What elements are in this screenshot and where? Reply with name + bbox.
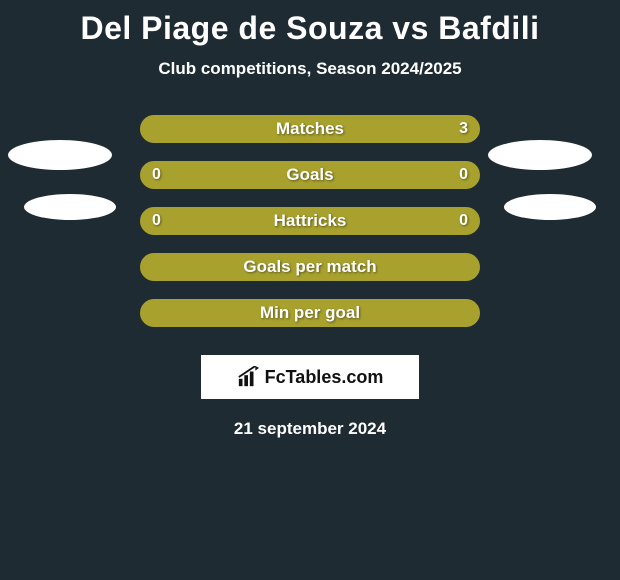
stat-value-right: 3 bbox=[459, 120, 468, 138]
stat-row: Goals 0 0 bbox=[0, 161, 620, 207]
page-title: Del Piage de Souza vs Bafdili bbox=[0, 0, 620, 47]
subtitle: Club competitions, Season 2024/2025 bbox=[0, 59, 620, 79]
stat-bar: Matches 3 bbox=[140, 115, 480, 143]
stat-bar: Goals per match bbox=[140, 253, 480, 281]
stat-value-left: 0 bbox=[152, 166, 161, 184]
chart-icon bbox=[237, 366, 259, 388]
stat-label: Matches bbox=[276, 119, 344, 139]
comparison-chart: Matches 3 Goals 0 0 Hattricks 0 0 Goals per matc… bbox=[0, 115, 620, 345]
stat-bar: Hattricks 0 0 bbox=[140, 207, 480, 235]
stat-value-left: 0 bbox=[152, 212, 161, 230]
stat-label: Goals per match bbox=[243, 257, 376, 277]
stat-value-right: 0 bbox=[459, 212, 468, 230]
stat-label: Goals bbox=[286, 165, 333, 185]
stat-bar: Min per goal bbox=[140, 299, 480, 327]
stat-row: Hattricks 0 0 bbox=[0, 207, 620, 253]
stat-row: Matches 3 bbox=[0, 115, 620, 161]
stat-label: Min per goal bbox=[260, 303, 360, 323]
stat-row: Goals per match bbox=[0, 253, 620, 299]
stat-label: Hattricks bbox=[274, 211, 347, 231]
stat-value-right: 0 bbox=[459, 166, 468, 184]
bars-layer: Matches 3 Goals 0 0 Hattricks 0 0 Goals per matc… bbox=[0, 115, 620, 345]
stat-bar: Goals 0 0 bbox=[140, 161, 480, 189]
date-text: 21 september 2024 bbox=[0, 419, 620, 439]
stat-row: Min per goal bbox=[0, 299, 620, 345]
brand-logo: FcTables.com bbox=[201, 355, 419, 399]
brand-text: FcTables.com bbox=[265, 367, 384, 388]
